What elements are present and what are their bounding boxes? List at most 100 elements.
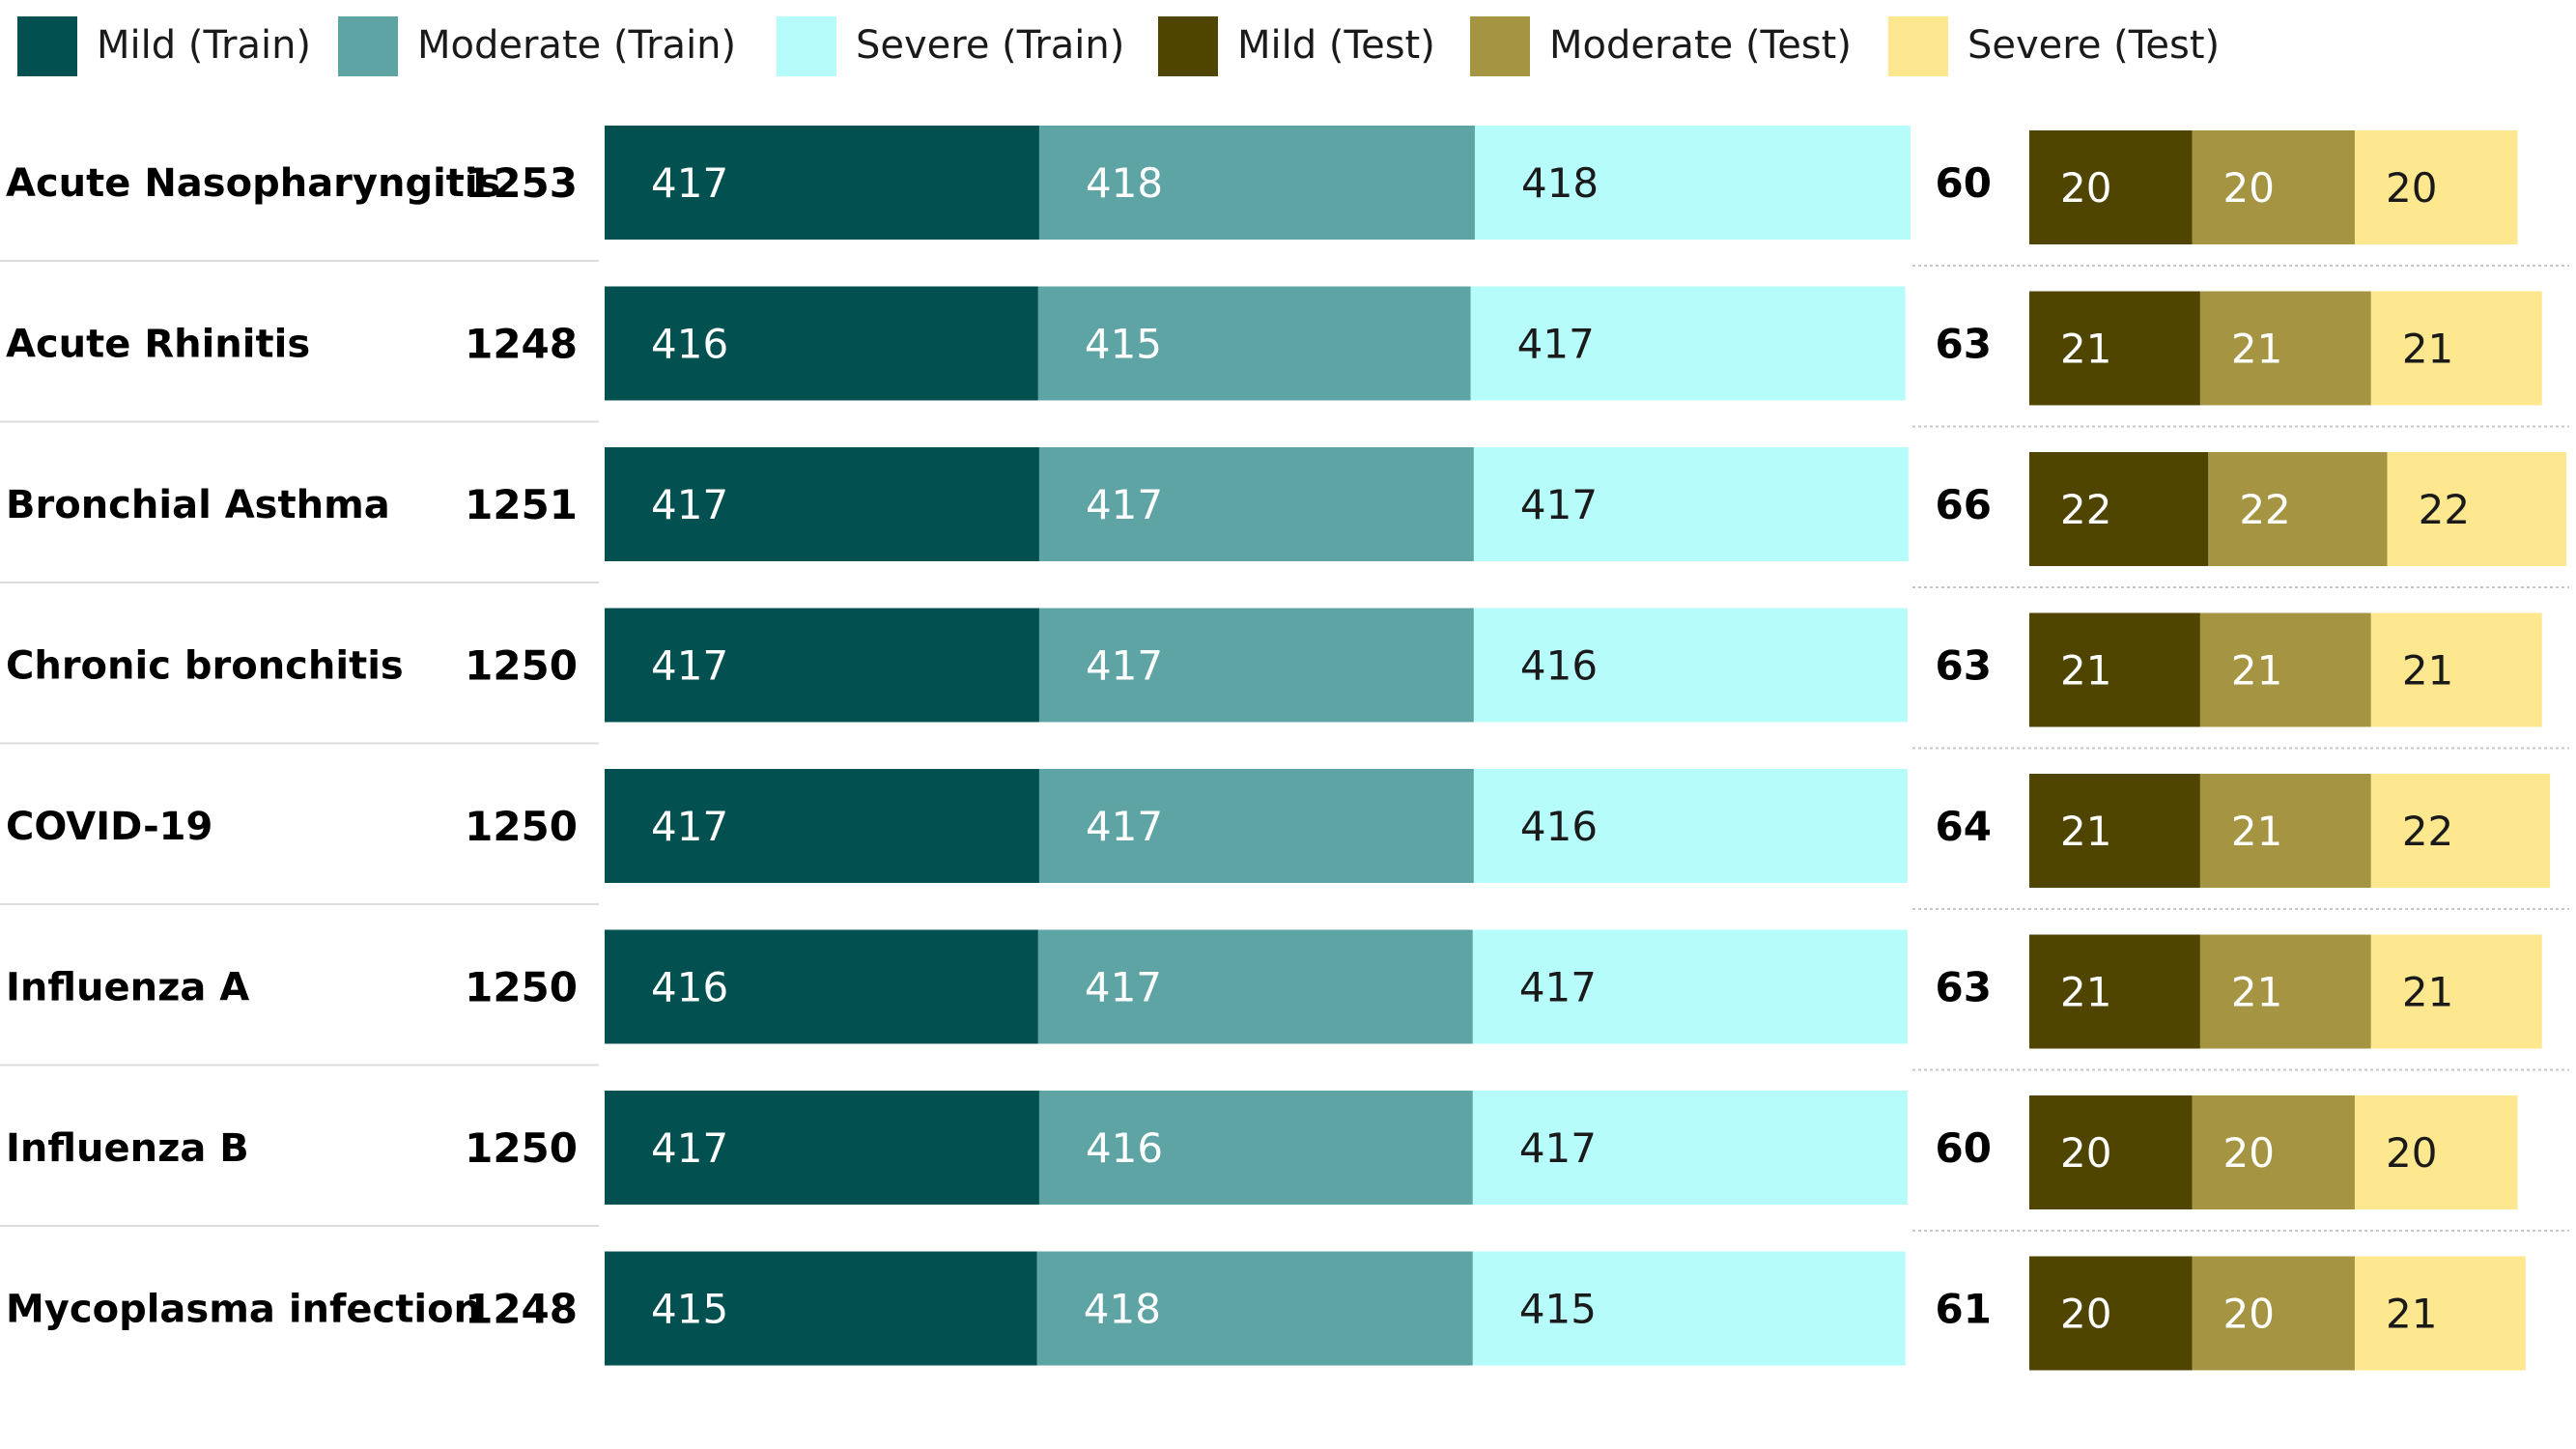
test-total: 61 [1936, 1286, 1992, 1333]
bar-mild-train [605, 1251, 1037, 1366]
bar-moderate-test [2199, 774, 2371, 888]
row-label: Mycoplasma infection [6, 1288, 481, 1332]
bar-value-label: 22 [2419, 486, 2470, 533]
bar-value-label: 20 [2222, 1129, 2274, 1177]
bar-value-label: 417 [1085, 964, 1162, 1011]
train-total: 1253 [465, 159, 578, 207]
bar-value-label: 417 [1086, 481, 1163, 528]
bar-value-label: 21 [2060, 326, 2111, 373]
legend-item-mild-train: Mild (Train) [17, 16, 311, 76]
bar-value-label: 22 [2239, 486, 2290, 533]
bar-mild-test [2029, 1256, 2193, 1371]
bar-value-label: 20 [2222, 164, 2274, 212]
legend-item-severe-test: Severe (Test) [1888, 16, 2220, 76]
bar-severe-train [1473, 447, 1909, 561]
row-label: Chronic bronchitis [6, 644, 404, 689]
train-total: 1250 [465, 642, 578, 690]
bar-moderate-train [1037, 286, 1471, 401]
legend-label: Moderate (Train) [417, 23, 736, 68]
row-label: Acute Nasopharyngitis [6, 161, 500, 206]
row-label: COVID-19 [6, 805, 212, 849]
legend-item-mild-test: Mild (Test) [1158, 16, 1435, 76]
legend-label: Moderate (Test) [1549, 23, 1852, 68]
legend-item-moderate-train: Moderate (Train) [338, 16, 736, 76]
row-label: Influenza A [6, 966, 249, 1010]
bar-moderate-test [2192, 1095, 2355, 1209]
bar-severe-test [2354, 1095, 2518, 1209]
bar-mild-train [605, 286, 1038, 401]
bar-value-label: 21 [2060, 969, 2111, 1016]
row-label: Influenza B [6, 1126, 249, 1171]
bar-severe-train [1472, 929, 1908, 1044]
bar-severe-test [2354, 1256, 2526, 1371]
row-label: Acute Rhinitis [6, 323, 310, 367]
bar-mild-train [605, 1091, 1039, 1205]
legend-swatch [1470, 16, 1530, 76]
train-total: 1248 [465, 321, 578, 368]
bar-mild-test [2029, 1095, 2193, 1209]
bar-value-label: 21 [2231, 647, 2282, 695]
bar-value-label: 21 [2060, 808, 2111, 855]
bar-value-label: 415 [1085, 321, 1162, 368]
bar-moderate-test [2199, 291, 2371, 406]
legend-swatch [1158, 16, 1218, 76]
legend-label: Mild (Test) [1237, 23, 1435, 68]
train-total: 1250 [465, 803, 578, 850]
legend-label: Severe (Test) [1967, 23, 2220, 68]
train-total: 1250 [465, 1124, 578, 1172]
row-influenza-b: Influenza B 1250 417 416 417 60 20 20 20 [6, 1091, 2518, 1209]
bar-value-label: 415 [651, 1286, 728, 1333]
bar-mild-test [2029, 934, 2200, 1049]
bar-severe-train [1470, 286, 1906, 401]
bar-mild-train [605, 769, 1039, 883]
bar-value-label: 416 [651, 321, 728, 368]
bar-value-label: 417 [1519, 964, 1597, 1011]
bar-value-label: 418 [1521, 159, 1599, 207]
bar-value-label: 418 [1086, 159, 1163, 207]
bar-moderate-train [1038, 1091, 1473, 1205]
bar-value-label: 417 [651, 803, 728, 850]
bar-value-label: 22 [2402, 808, 2453, 855]
legend: Mild (Train) Moderate (Train) Severe (Trai… [17, 16, 2220, 76]
row-acute-rhinitis: Acute Rhinitis 1248 416 415 417 63 21 21 21 [6, 286, 2542, 406]
bar-value-label: 20 [2060, 1129, 2111, 1177]
train-total: 1251 [465, 481, 578, 528]
test-total: 60 [1936, 1124, 1992, 1172]
bar-value-label: 417 [1520, 481, 1598, 528]
bar-value-label: 20 [2060, 164, 2111, 212]
bar-moderate-test [2192, 1256, 2355, 1371]
bar-severe-test [2370, 612, 2542, 727]
bar-moderate-test [2192, 130, 2355, 244]
bar-value-label: 415 [1519, 1286, 1597, 1333]
bar-mild-train [605, 929, 1038, 1044]
bar-value-label: 417 [651, 481, 728, 528]
bar-value-label: 418 [1084, 1286, 1161, 1333]
row-chronic-bronchitis: Chronic bronchitis 1250 417 417 416 63 21 21 21 [6, 608, 2542, 727]
bar-mild-test [2029, 774, 2200, 888]
bar-value-label: 21 [2231, 808, 2282, 855]
bar-mild-train [605, 608, 1039, 723]
bar-mild-test [2029, 612, 2200, 727]
bar-value-label: 22 [2060, 486, 2111, 533]
legend-item-moderate-test: Moderate (Test) [1470, 16, 1852, 76]
test-total: 63 [1936, 642, 1992, 690]
bar-value-label: 21 [2386, 1291, 2437, 1338]
bar-severe-train [1473, 769, 1908, 883]
bar-severe-test [2370, 934, 2542, 1049]
bar-value-label: 21 [2060, 647, 2111, 695]
bar-value-label: 416 [1520, 803, 1598, 850]
row-separators [0, 260, 2569, 1232]
legend-label: Severe (Train) [856, 23, 1124, 68]
row-label: Bronchial Asthma [6, 483, 390, 527]
bar-mild-test [2029, 130, 2193, 244]
bar-mild-train [605, 126, 1039, 240]
bar-value-label: 417 [651, 1124, 728, 1172]
bar-value-label: 21 [2402, 969, 2453, 1016]
bar-mild-test [2029, 291, 2200, 406]
bar-value-label: 417 [1086, 803, 1163, 850]
bar-moderate-test [2199, 934, 2371, 1049]
bar-value-label: 416 [1520, 642, 1598, 690]
bar-value-label: 21 [2231, 969, 2282, 1016]
